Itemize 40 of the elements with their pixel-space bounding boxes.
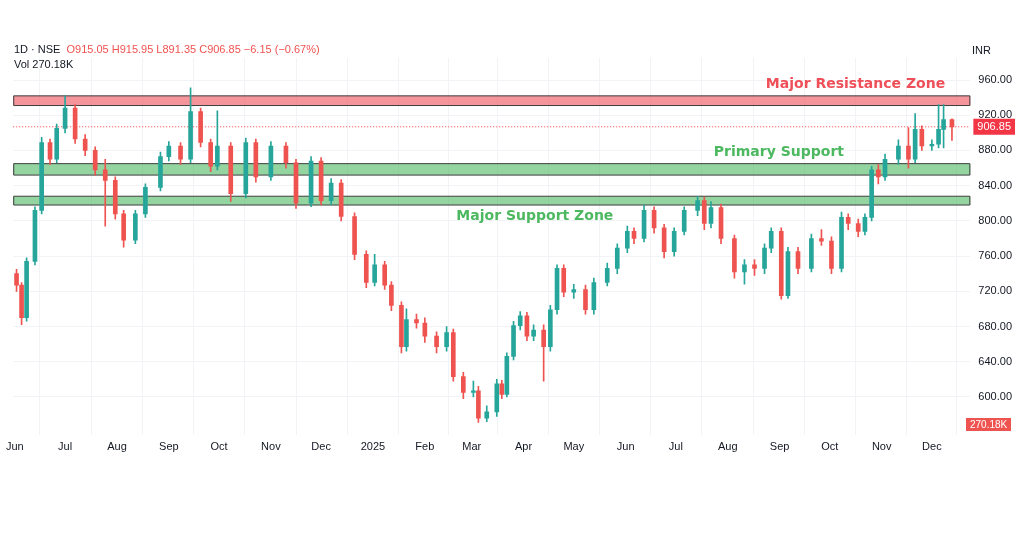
x-tick-label: Aug — [717, 440, 738, 453]
x-tick-label: Feb — [415, 440, 435, 453]
x-tick-label: Apr — [515, 440, 533, 453]
y-tick-label: 880.00 — [978, 143, 1013, 156]
band-label: Primary Support — [713, 143, 845, 160]
x-tick-label: Sep — [159, 440, 179, 453]
band-label: Major Support Zone — [456, 206, 614, 223]
y-tick-label: 600.00 — [978, 389, 1013, 402]
y-tick-label: 720.00 — [978, 284, 1013, 297]
annotation: Vol 270.18K — [14, 57, 75, 72]
x-tick-label: Dec — [922, 440, 943, 453]
ref-line-label: 906.85 — [977, 119, 1012, 132]
chart-subtitle: O915.05 H915.95 L891.35 C906.85 −6.15 (−0.67%) — [66, 43, 320, 55]
y-tick-label: 840.00 — [978, 178, 1013, 191]
y-tick-label: 960.00 — [978, 73, 1013, 86]
x-tick-label: May — [563, 440, 585, 453]
x-tick-label: Nov — [871, 440, 892, 453]
y-tick-label: 760.00 — [978, 249, 1013, 262]
y-tick-label: 680.00 — [978, 319, 1013, 332]
x-tick-label: Sep — [769, 440, 790, 453]
x-tick-label: Aug — [107, 440, 127, 453]
x-tick-label: Jul — [668, 440, 683, 453]
band-label: Major Resistance Zone — [765, 75, 946, 92]
x-tick-label: Mar — [462, 440, 482, 453]
y-tick-label: 800.00 — [978, 213, 1013, 226]
y-tick-label: 640.00 — [978, 354, 1013, 367]
x-tick-label: Jul — [58, 440, 73, 453]
x-tick-label: Nov — [261, 440, 282, 453]
x-tick-label: Jun — [6, 440, 24, 453]
y-axis-title: INR — [972, 44, 991, 56]
y-tick-label: 920.00 — [978, 108, 1013, 121]
candlestick — [571, 283, 577, 299]
annotation: 270.18K — [966, 418, 1012, 431]
chart-title: 1D · NSE — [14, 43, 61, 55]
x-tick-label: Dec — [311, 440, 332, 453]
x-tick-label: Oct — [210, 440, 228, 453]
x-tick-label: Oct — [821, 440, 839, 453]
candlestick — [102, 158, 108, 227]
x-tick-label: Jun — [616, 440, 635, 453]
x-tick-label: 2025 — [360, 440, 386, 453]
